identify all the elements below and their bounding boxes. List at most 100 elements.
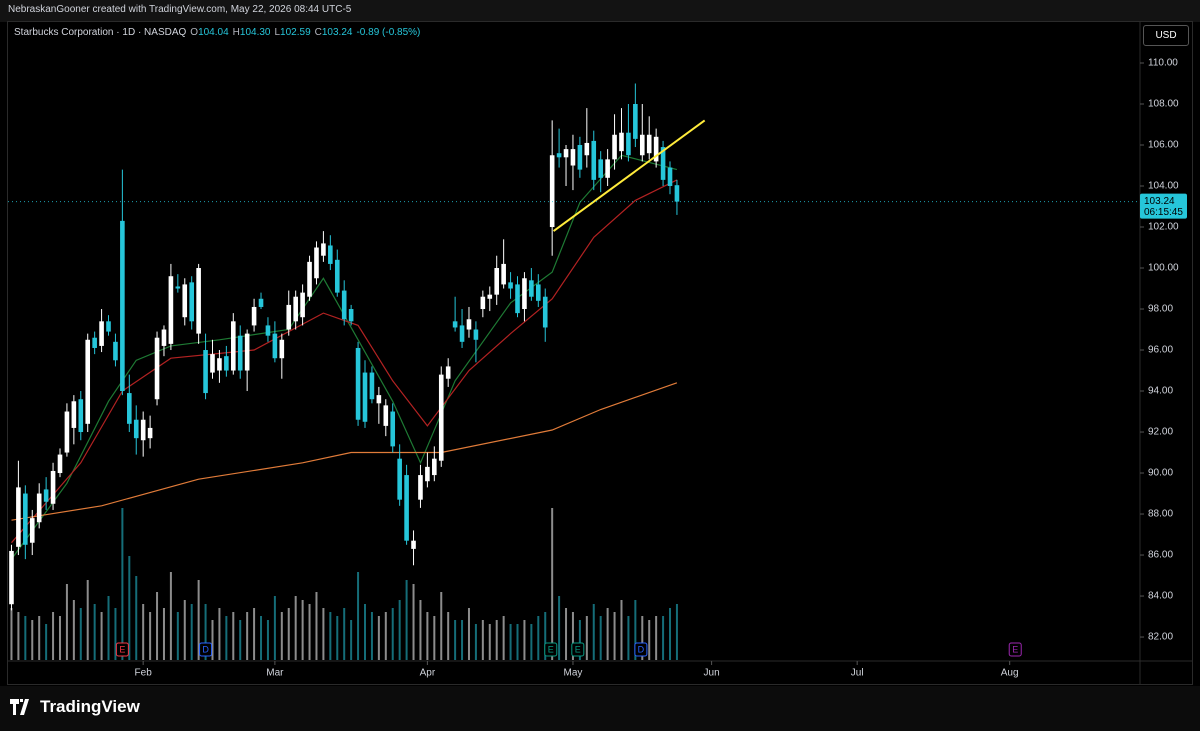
volume-bar [308, 604, 311, 660]
volume-bar [232, 612, 235, 660]
volume-bar [114, 608, 117, 660]
volume-bar [620, 600, 623, 660]
volume-bar [176, 612, 179, 660]
candle-body [383, 405, 389, 426]
volume-bar [467, 608, 470, 660]
currency-button[interactable]: USD [1143, 25, 1189, 46]
candle-body [321, 243, 326, 256]
candle-body [667, 167, 673, 187]
candle-body [293, 296, 298, 322]
volume-bar [343, 608, 346, 660]
volume-bar [613, 612, 616, 660]
candle-body [473, 329, 479, 340]
volume-bar [488, 624, 491, 660]
y-tick-label: 110.00 [1148, 58, 1178, 69]
volume-bar [440, 592, 443, 660]
volume-bar [287, 608, 290, 660]
volume-bar [363, 604, 366, 660]
volume-bar [662, 616, 665, 660]
volume-bar [398, 600, 401, 660]
candle-body [362, 372, 368, 422]
candle-body [161, 329, 167, 346]
volume-bar [405, 580, 408, 660]
volume-bar [357, 572, 360, 660]
volume-bar [246, 612, 249, 660]
volume-bar [58, 616, 61, 660]
candle-body [584, 142, 590, 156]
volume-bar [599, 616, 602, 660]
candle-body [120, 220, 125, 392]
volume-bar [461, 620, 464, 660]
legend-value: 103.24 [321, 27, 353, 38]
candle-body [619, 132, 624, 152]
volume-bar [149, 612, 152, 660]
candle-body [71, 401, 77, 428]
event-label: E [575, 644, 581, 654]
candle-body [168, 276, 174, 344]
volume-bar [107, 596, 110, 660]
volume-bar [537, 616, 540, 660]
candle-body [286, 304, 292, 330]
volume-bar [551, 508, 554, 660]
candle-body [113, 341, 118, 361]
volume-bar [218, 608, 221, 660]
candle-body [674, 185, 680, 202]
candle-body [515, 284, 520, 314]
event-marker [544, 642, 558, 657]
candle-body [376, 395, 382, 404]
candle-body [99, 321, 104, 346]
volume-bar [315, 592, 318, 660]
candle-body [328, 245, 333, 264]
candle-body [633, 104, 638, 139]
volume-bar [634, 600, 637, 660]
candle-body [418, 475, 423, 500]
x-tick-label: Feb [135, 668, 153, 679]
candle-body [348, 309, 354, 322]
candle-body [196, 268, 201, 334]
candle-body [390, 411, 396, 447]
volume-bar [45, 624, 48, 660]
candle-body [501, 263, 506, 285]
price-label-box [1140, 193, 1187, 219]
event-label: D [202, 644, 209, 654]
candle-body [224, 356, 229, 371]
x-tick-label: Aug [1001, 668, 1019, 679]
candle-body [466, 319, 472, 330]
countdown: 06:15:45 [1144, 207, 1183, 218]
volume-bar [294, 596, 297, 660]
candle-body [660, 147, 666, 180]
legend-key: L [274, 27, 281, 38]
candle-body [85, 339, 91, 424]
volume-bar [516, 624, 519, 660]
candle-body [508, 282, 513, 289]
volume-bar [65, 584, 68, 660]
volume-bar [100, 612, 103, 660]
volume-bar [426, 612, 429, 660]
candle-body [522, 278, 527, 310]
candle-body [92, 337, 97, 348]
volume-bar [79, 608, 82, 660]
candle-body [626, 132, 631, 156]
volume-bar [135, 576, 138, 660]
candle-body [106, 321, 111, 332]
candle-body [217, 358, 222, 371]
y-tick-label: 102.00 [1148, 222, 1179, 233]
legend-key: O [190, 27, 199, 38]
volume-bar [38, 616, 41, 660]
candle-body [494, 268, 500, 295]
volume-bar [336, 616, 339, 660]
candle-body [57, 454, 63, 474]
volume-bar [24, 616, 27, 660]
candle-body [203, 350, 208, 394]
top-bar [0, 0, 1200, 22]
symbol: Starbucks Corporation · 1D · NASDAQ [14, 27, 187, 38]
event-marker [115, 642, 129, 657]
candle-body [314, 247, 319, 279]
candle-body [556, 153, 562, 158]
volume-bar [648, 620, 651, 660]
y-tick-label: 92.00 [1148, 427, 1173, 438]
candle-body [341, 290, 347, 320]
volume-bar [273, 596, 276, 660]
event-label: E [548, 644, 554, 654]
